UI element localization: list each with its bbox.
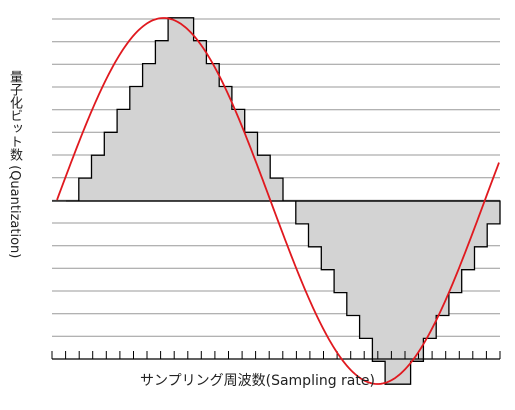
analog-sine-curve — [56, 17, 500, 385]
y-axis-label: 量子化ビット数 (Quantization) — [7, 70, 22, 259]
y-axis-label-container: 量子化ビット数 (Quantization) — [5, 70, 29, 320]
x-axis-label: サンプリング周波数(Sampling rate) — [140, 373, 375, 389]
